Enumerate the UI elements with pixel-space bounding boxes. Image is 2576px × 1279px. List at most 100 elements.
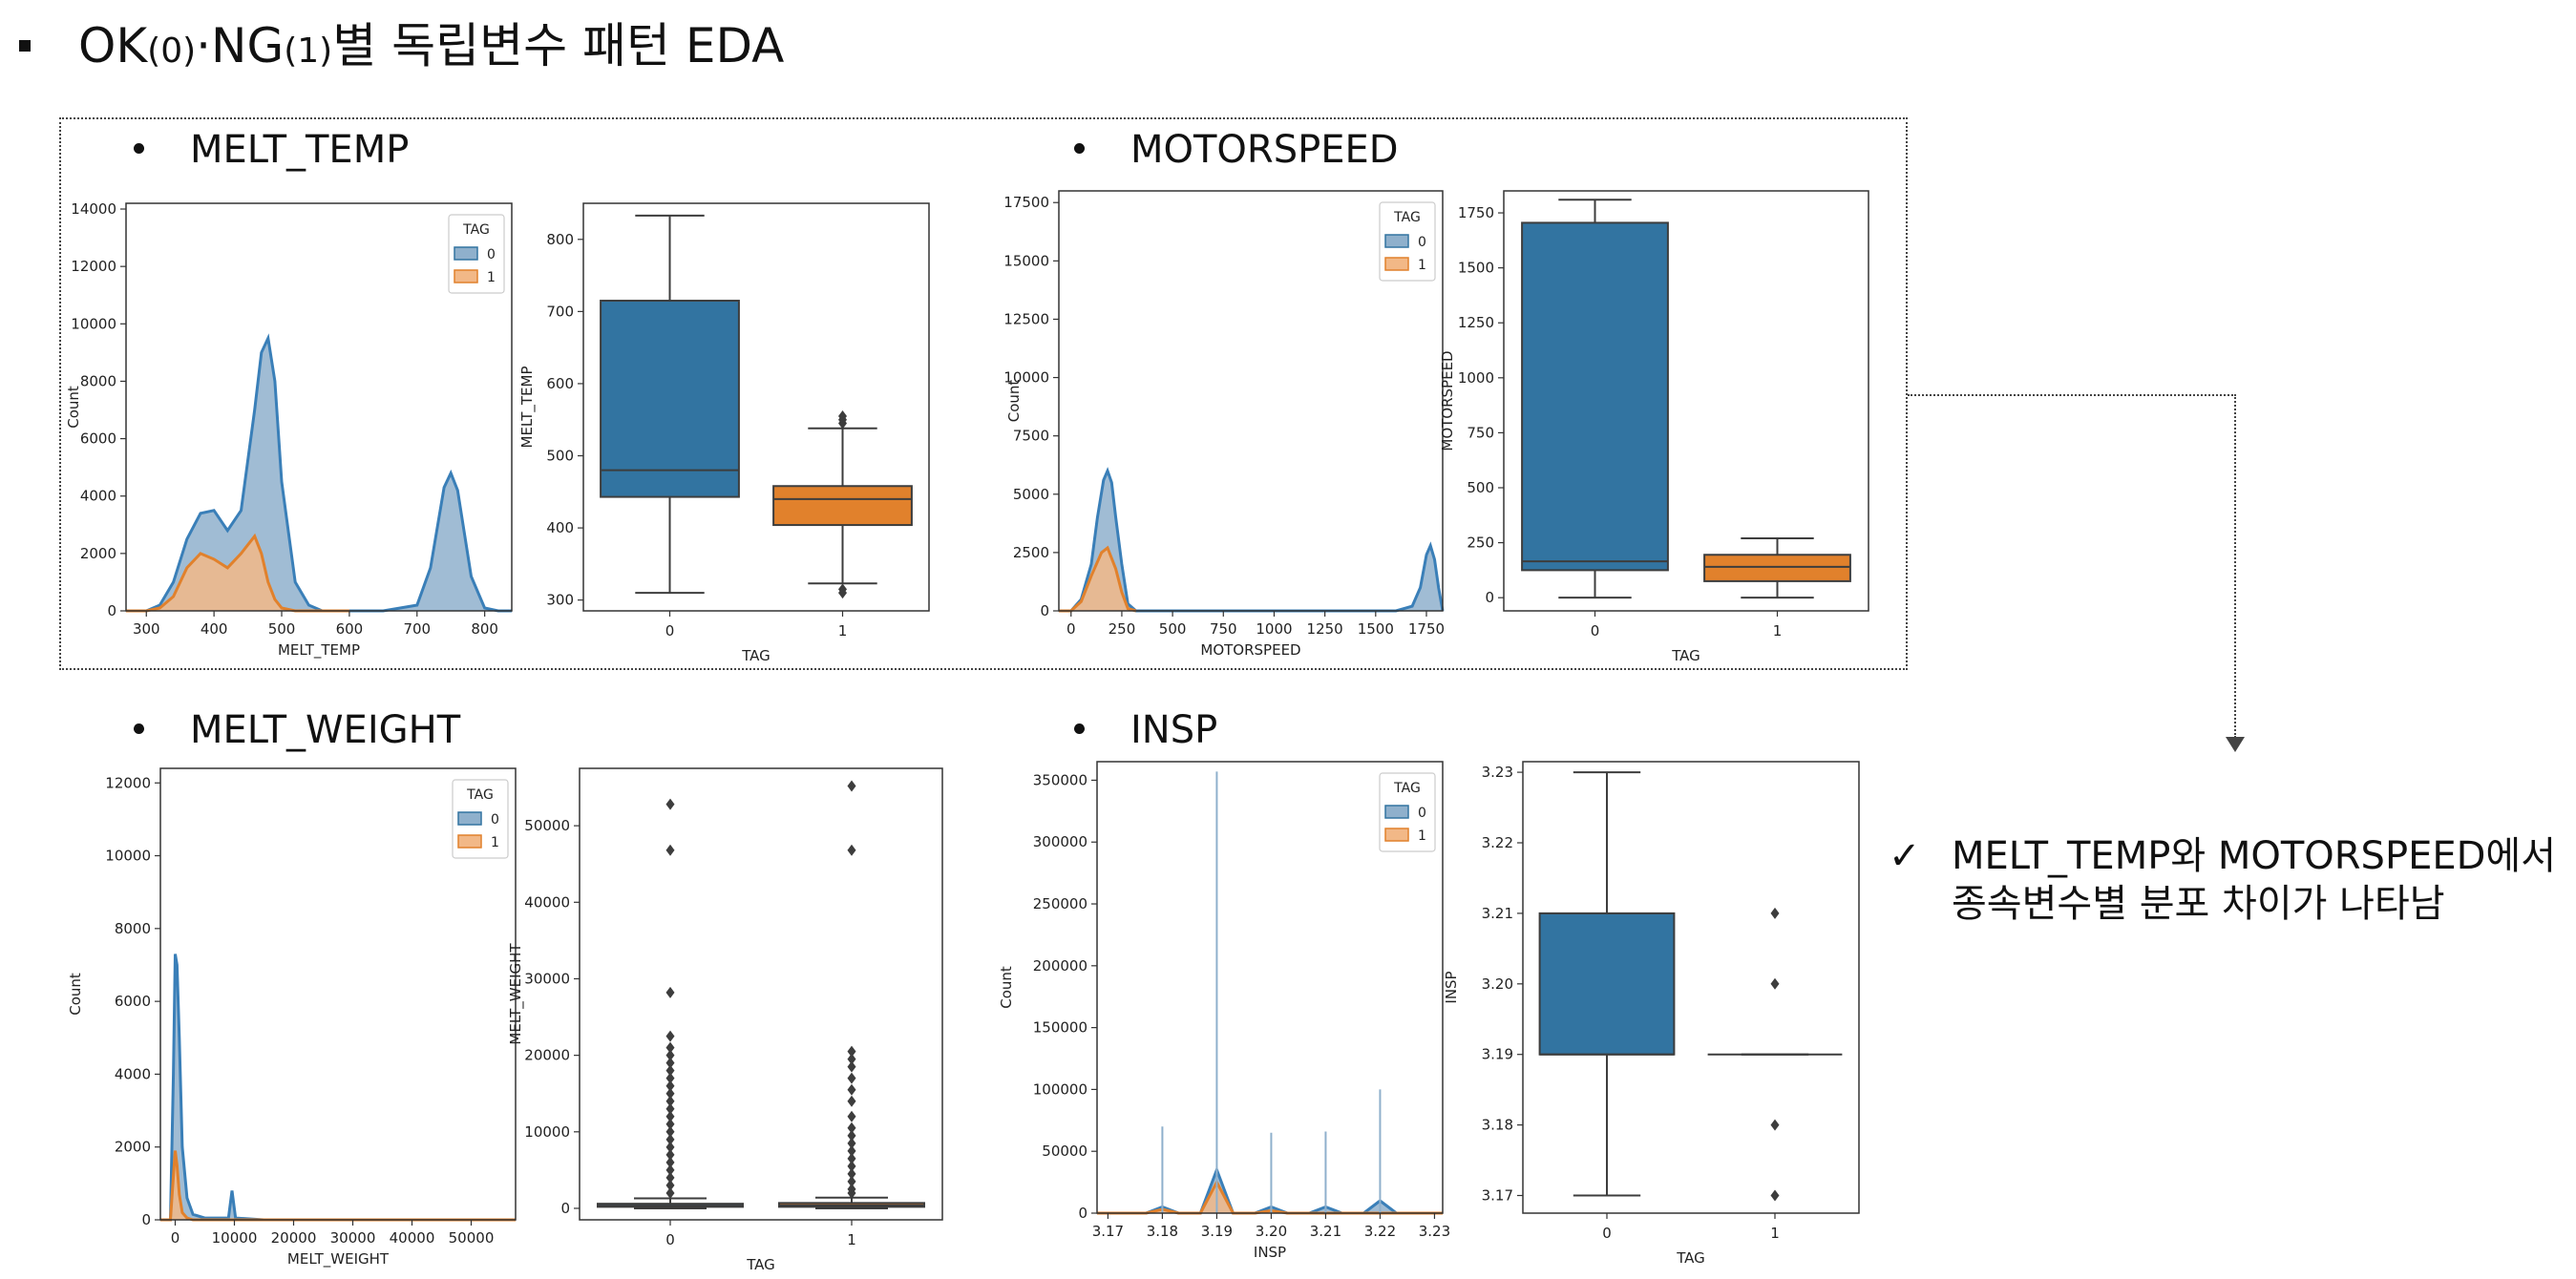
section-label: MELT_WEIGHT bbox=[190, 708, 461, 752]
legend-label-tag-1: 1 bbox=[487, 270, 496, 285]
bullet-icon bbox=[134, 723, 144, 734]
outlier-point bbox=[847, 1083, 856, 1096]
y-axis-label: MOTORSPEED bbox=[1439, 350, 1456, 451]
outlier-point bbox=[665, 1179, 675, 1191]
x-axis-label: TAG bbox=[1671, 647, 1700, 664]
y-tick-label: 500 bbox=[1467, 479, 1494, 496]
x-axis-label: TAG bbox=[1676, 1249, 1705, 1267]
y-tick-label: 100000 bbox=[1033, 1080, 1087, 1098]
x-tick-label: 1500 bbox=[1358, 620, 1394, 638]
outlier-point bbox=[847, 1053, 856, 1065]
outlier-point bbox=[838, 583, 847, 596]
box-iqr bbox=[1521, 221, 1669, 572]
melt-temp-histogram: 300 400 500 600 700 8000200040006000800010000… bbox=[65, 200, 513, 660]
y-tick-label: 1500 bbox=[1458, 260, 1494, 277]
outlier-point bbox=[1770, 907, 1780, 919]
outlier-point bbox=[665, 1087, 675, 1100]
x-tick-label: 250 bbox=[1109, 620, 1136, 638]
x-tick-label: 0 bbox=[665, 622, 675, 640]
outlier-point bbox=[847, 1045, 856, 1058]
x-tick-label: 30000 bbox=[330, 1229, 376, 1247]
y-tick-label: 8000 bbox=[80, 372, 116, 389]
y-tick-label: 12000 bbox=[71, 258, 116, 275]
y-tick-label: 1250 bbox=[1458, 314, 1494, 331]
x-tick-label: 3.23 bbox=[1419, 1223, 1450, 1240]
melt-weight-histogram: 0 10000 20000 30000 40000 50000 0 2000 4000 6000 8… bbox=[67, 767, 517, 1269]
note-line-1: MELT_TEMP와 MOTORSPEED에서 bbox=[1952, 834, 2557, 878]
outlier-point bbox=[665, 1080, 675, 1092]
y-tick-label: 250000 bbox=[1033, 895, 1087, 912]
x-tick-label: 1 bbox=[1773, 622, 1783, 640]
y-tick-label: 10000 bbox=[524, 1123, 570, 1141]
legend-swatch-tag-1 bbox=[1384, 828, 1409, 842]
x-tick-label: 700 bbox=[403, 620, 431, 638]
x-tick-label: 0 bbox=[1602, 1225, 1612, 1242]
outlier-point bbox=[665, 1057, 675, 1069]
connector-line-vertical bbox=[2234, 394, 2236, 738]
legend-swatch-tag-0 bbox=[1384, 805, 1409, 819]
insp-histogram: 3.17 3.18 3.19 3.20 3.21 3.22 3.23 0 50000 100000… bbox=[998, 761, 1450, 1261]
y-tick-label: 3.20 bbox=[1482, 975, 1513, 993]
x-tick-label: 1250 bbox=[1307, 620, 1343, 638]
outlier-point bbox=[665, 1118, 675, 1130]
y-tick-label: 3.21 bbox=[1482, 905, 1513, 922]
legend: TAG 0 1 bbox=[448, 214, 505, 294]
axes-frame bbox=[1503, 190, 1869, 612]
outlier-point bbox=[847, 1175, 856, 1187]
y-tick-label: 3.18 bbox=[1482, 1117, 1513, 1134]
outlier-point bbox=[1770, 1119, 1780, 1131]
histogram-area-tag-1 bbox=[1059, 548, 1136, 611]
plot-area bbox=[1097, 771, 1443, 1215]
y-axis-label: Count bbox=[1005, 380, 1023, 423]
y-tick-label: 17500 bbox=[1003, 194, 1049, 211]
section-label: MELT_TEMP bbox=[190, 128, 410, 172]
kde-line-tag-0 bbox=[1097, 1165, 1443, 1215]
legend-label-tag-1: 1 bbox=[491, 835, 499, 850]
y-tick-label: 700 bbox=[546, 303, 574, 320]
outlier-point bbox=[665, 1072, 675, 1084]
y-tick-label: 200000 bbox=[1033, 957, 1087, 975]
histogram-area-tag-1 bbox=[160, 1150, 516, 1220]
y-tick-label: 800 bbox=[546, 231, 574, 248]
section-heading-insp: INSP bbox=[1074, 708, 1217, 752]
box-tag-0 bbox=[1521, 199, 1669, 599]
y-tick-label: 500 bbox=[546, 448, 574, 465]
y-tick-label: 3.22 bbox=[1482, 834, 1513, 851]
title-ok: OK bbox=[78, 18, 148, 73]
outlier-point bbox=[1770, 1189, 1780, 1202]
title-ok-code: (0) bbox=[147, 31, 197, 71]
outlier-point bbox=[847, 1137, 856, 1149]
y-tick-label: 20000 bbox=[524, 1047, 570, 1064]
outlier-point bbox=[847, 780, 856, 792]
x-tick-label: 800 bbox=[471, 620, 498, 638]
legend-swatch-tag-0 bbox=[454, 246, 478, 261]
y-axis-label: INSP bbox=[1443, 971, 1460, 1003]
outlier-point bbox=[665, 1171, 675, 1184]
bullet-icon bbox=[1074, 142, 1085, 154]
y-tick-label: 4000 bbox=[115, 1065, 151, 1082]
axes-frame bbox=[1096, 761, 1444, 1214]
legend: TAG 0 1 bbox=[1379, 201, 1436, 282]
y-tick-label: 0 bbox=[1485, 589, 1494, 606]
y-tick-label: 350000 bbox=[1033, 771, 1087, 788]
y-tick-label: 150000 bbox=[1033, 1019, 1087, 1037]
box-iqr bbox=[600, 300, 740, 498]
outlier-point bbox=[665, 1102, 675, 1115]
y-tick-label: 2000 bbox=[115, 1139, 151, 1156]
y-tick-label: 12500 bbox=[1003, 310, 1049, 327]
title-rest: 별 독립변수 패턴 EDA bbox=[332, 18, 785, 73]
outlier-point bbox=[665, 798, 675, 810]
outlier-point bbox=[665, 1133, 675, 1145]
box-iqr bbox=[1703, 554, 1851, 582]
y-tick-label: 600 bbox=[546, 375, 574, 392]
x-tick-label: 0 bbox=[1066, 620, 1076, 638]
axes-frame bbox=[159, 767, 517, 1221]
x-tick-label: 50000 bbox=[449, 1229, 495, 1247]
x-tick-label: 500 bbox=[268, 620, 296, 638]
x-axis-label: MELT_TEMP bbox=[278, 641, 360, 660]
x-tick-label: 3.21 bbox=[1310, 1223, 1341, 1240]
outlier-point bbox=[665, 1049, 675, 1061]
axes-frame bbox=[1058, 190, 1444, 612]
y-tick-label: 6000 bbox=[115, 993, 151, 1010]
histogram-area-tag-1 bbox=[126, 535, 349, 611]
